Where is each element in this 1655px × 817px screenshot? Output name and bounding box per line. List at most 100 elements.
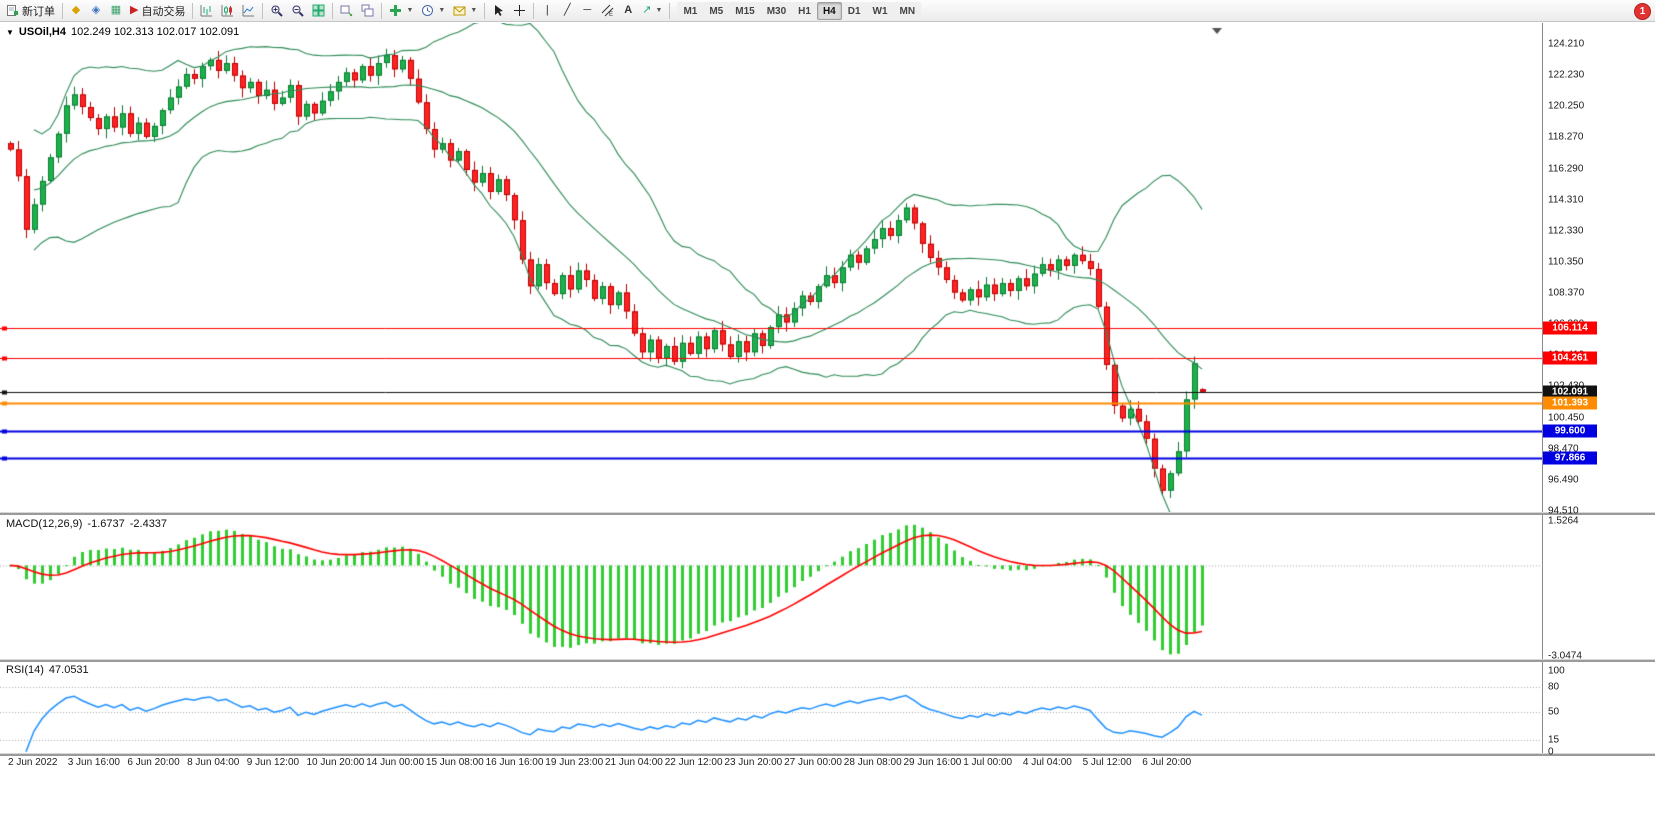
trendline-tool-button[interactable]: ╱	[557, 2, 577, 20]
toolbar-separator	[533, 2, 535, 19]
time-axis-label: 28 Jun 08:00	[843, 757, 902, 768]
price-axis-label: 98.470	[1548, 443, 1579, 455]
autotrading-button[interactable]: ▶ 自动交易	[126, 2, 189, 20]
crosshair-button[interactable]	[509, 2, 530, 20]
macd-indicator-label: MACD(12,26,9) -1.6737 -2.4337	[6, 518, 167, 530]
chevron-down-icon: ▼	[438, 7, 446, 14]
time-axis-label: 5 Jul 12:00	[1082, 757, 1132, 768]
text-tool-icon: A	[624, 4, 633, 16]
price-axis-label: 108.370	[1548, 287, 1585, 299]
price-axis-label: 124.210	[1548, 38, 1585, 50]
chart-collapse-icon[interactable]: ▼	[6, 27, 14, 37]
horizontal-line-tool-button[interactable]: ─	[577, 2, 597, 20]
time-axis-label: 10 Jun 20:00	[306, 757, 365, 768]
terminal-icon: ▦	[110, 4, 122, 16]
time-axis-label: 9 Jun 12:00	[246, 757, 300, 768]
channel-tool-button[interactable]: E	[597, 2, 618, 20]
notification-badge[interactable]: 1	[1634, 3, 1651, 20]
price-axis-label: 118.270	[1548, 131, 1584, 143]
chart-title: ▼ USOil,H4 102.249 102.313 102.017 102.0…	[6, 26, 239, 38]
vertical-line-icon: |	[545, 4, 549, 16]
periods-button[interactable]: ▼	[417, 2, 449, 20]
toolbar-separator	[62, 2, 63, 19]
cursor-button[interactable]	[488, 2, 509, 20]
price-axis-label: 120.250	[1548, 100, 1585, 112]
candles-chart-icon	[221, 5, 234, 17]
toolbar-separator	[381, 2, 383, 19]
macd-main-value: -1.6737	[87, 518, 125, 530]
time-axis-label: 15 Jun 08:00	[425, 757, 484, 768]
line-chart-icon	[242, 5, 255, 17]
crosshair-icon	[514, 5, 526, 16]
rsi-axis-label: 100	[1548, 665, 1565, 677]
line-chart-button[interactable]	[238, 2, 259, 20]
panel-separator[interactable]	[0, 659, 1655, 662]
price-axis-label: 122.230	[1548, 69, 1585, 81]
rsi-name: RSI(14)	[6, 664, 44, 676]
timeframe-m5-button[interactable]: M5	[703, 1, 730, 20]
timeframe-d1-button[interactable]: D1	[841, 1, 867, 20]
market-watch-button[interactable]: ◆	[66, 2, 86, 20]
price-axis-line	[1542, 23, 1543, 753]
timeframe-m1-button[interactable]: M1	[677, 1, 704, 20]
time-axis-label: 6 Jun 20:00	[127, 757, 180, 768]
zoom-out-icon	[292, 5, 305, 17]
timeframe-mn-button[interactable]: MN	[893, 1, 922, 20]
timeframe-h4-button[interactable]: H4	[816, 1, 842, 20]
clock-icon	[422, 5, 434, 16]
text-tool-button[interactable]: A	[618, 2, 638, 20]
rsi-current-value: 47.0531	[48, 664, 89, 676]
trendline-icon: ╱	[563, 4, 571, 16]
candles-chart-button[interactable]	[217, 2, 238, 20]
macd-name: MACD(12,26,9)	[6, 518, 83, 530]
new-order-icon	[7, 5, 18, 16]
svg-text:E: E	[609, 12, 613, 17]
timeframe-w1-button[interactable]: W1	[866, 1, 894, 20]
arrows-tool-button[interactable]: ↗ ▼	[638, 2, 666, 20]
price-tag: 101.393	[1543, 396, 1597, 410]
toolbar-separator	[192, 2, 194, 19]
zoom-out-button[interactable]	[287, 2, 308, 20]
rsi-panel-canvas[interactable]	[0, 661, 1542, 753]
time-axis-label: 3 Jun 16:00	[67, 757, 120, 768]
timeframe-h1-button[interactable]: H1	[792, 1, 817, 20]
main-chart-canvas[interactable]	[0, 23, 1542, 512]
price-axis-label: 112.330	[1548, 225, 1584, 237]
arrow-icon: ↗	[642, 4, 652, 16]
timeframe-group: M1 M5 M15 M30 H1 H4 D1 W1 MN	[677, 1, 922, 20]
indicators-button[interactable]: ▼	[385, 2, 417, 20]
toolbar-separator	[669, 2, 671, 19]
toolbar-separator	[262, 2, 264, 19]
panel-separator[interactable]	[0, 512, 1655, 515]
vertical-line-tool-button[interactable]: |	[537, 2, 557, 20]
template-icon	[453, 6, 466, 16]
timeframe-m15-button[interactable]: M15	[729, 1, 761, 20]
rsi-axis-label: 80	[1548, 681, 1560, 693]
new-order-button[interactable]: 新订单	[2, 2, 59, 20]
horizontal-line-icon: ─	[583, 4, 592, 16]
price-axis-label: 116.290	[1548, 163, 1584, 174]
zoom-in-button[interactable]	[266, 2, 287, 20]
macd-panel-canvas[interactable]	[0, 515, 1542, 659]
bars-chart-button[interactable]	[196, 2, 217, 20]
chart-symbol-label: USOil,H4	[18, 26, 66, 38]
time-axis-label: 4 Jul 04:00	[1022, 757, 1072, 768]
price-axis-label: 96.490	[1548, 474, 1579, 486]
time-axis-label: 23 Jun 20:00	[724, 757, 783, 768]
time-axis-label: 29 Jun 16:00	[903, 757, 962, 768]
macd-axis-min-label: -3.0474	[1548, 650, 1582, 662]
navigator-button[interactable]: ◈	[86, 2, 106, 20]
terminal-button[interactable]: ▦	[106, 2, 126, 20]
price-tag: 99.600	[1543, 424, 1597, 438]
tile-windows-button[interactable]	[308, 2, 329, 20]
cascade-windows-icon	[361, 4, 374, 17]
timeframe-m30-button[interactable]: M30	[760, 1, 793, 20]
tile-windows-icon	[312, 4, 325, 17]
templates-button[interactable]: ▼	[449, 2, 481, 20]
cascade-windows-button[interactable]	[357, 2, 378, 20]
macd-axis-max-label: 1.5264	[1548, 515, 1579, 527]
time-axis-label: 1 Jul 00:00	[963, 757, 1013, 768]
price-tag: 102.091	[1543, 385, 1597, 399]
toolbar-separator	[332, 2, 334, 19]
arrange-windows-button[interactable]	[336, 2, 357, 20]
